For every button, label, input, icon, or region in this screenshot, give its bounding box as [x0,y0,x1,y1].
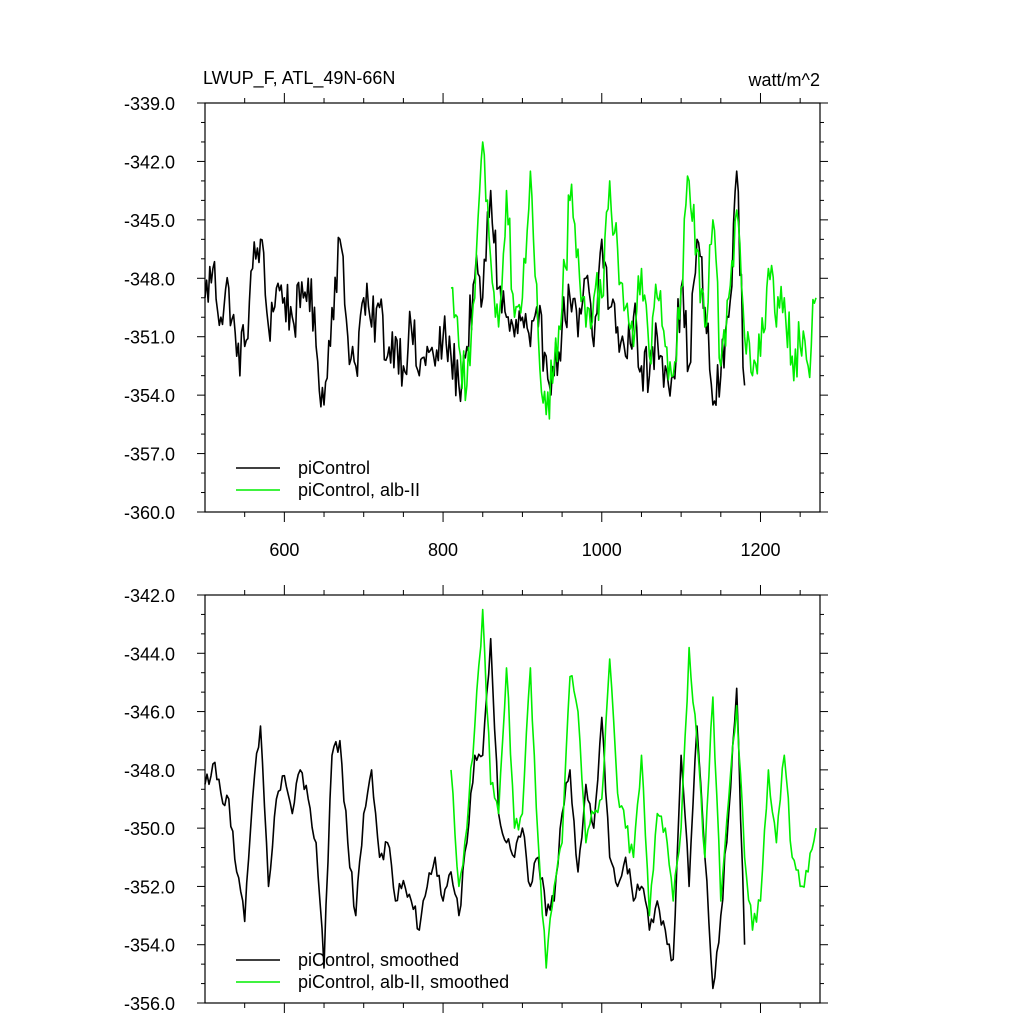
top-xtick-label: 1000 [582,540,622,560]
bottom-panel: -356.0 -354.0 -352.0 -350.0 -348.0 -346.0 -344… [124,585,828,1014]
top-ytick-label: -348.0 [124,269,175,289]
top-ytick-label: -339.0 [124,94,175,114]
legend-label-alb-smoothed: piControl, alb-II, smoothed [298,972,509,992]
bottom-ytick-label: -352.0 [124,877,175,897]
top-ytick-label: -345.0 [124,211,175,231]
bottom-ytick-label: -342.0 [124,586,175,606]
top-xtick-label: 600 [269,540,299,560]
bottom-ytick-label: -354.0 [124,936,175,956]
legend-label-picontrol: piControl [298,458,370,478]
top-xtick-label: 800 [428,540,458,560]
top-ytick-label: -357.0 [124,445,175,465]
chart-title: LWUP_F, ATL_49N-66N [203,68,395,89]
top-ytick-label: -351.0 [124,328,175,348]
top-xtick-label: 1200 [740,540,780,560]
bottom-ytick-label: -344.0 [124,644,175,664]
bottom-ytick-label: -350.0 [124,819,175,839]
bottom-series-line-1 [450,608,817,969]
units-label: watt/m^2 [748,70,820,90]
bottom-legend: piControl, smoothed piControl, alb-II, s… [236,950,509,992]
legend-label-picontrol-smoothed: piControl, smoothed [298,950,459,970]
bottom-plot-frame [204,594,821,1004]
top-panel: -360.0 -357.0 -354.0 -351.0 -348.0 -345.0 -342… [124,93,828,560]
legend-label-alb: piControl, alb-II [298,480,420,500]
bottom-ytick-label: -348.0 [124,761,175,781]
bottom-series-line-0 [204,637,746,990]
bottom-ytick-label: -356.0 [124,994,175,1014]
top-ytick-label: -354.0 [124,386,175,406]
top-legend: piControl piControl, alb-II [236,458,420,500]
top-ytick-label: -360.0 [124,503,175,523]
bottom-ytick-label: -346.0 [124,703,175,723]
top-plot-frame [204,102,821,513]
top-series-line-1 [450,141,817,420]
top-ytick-label: -342.0 [124,152,175,172]
